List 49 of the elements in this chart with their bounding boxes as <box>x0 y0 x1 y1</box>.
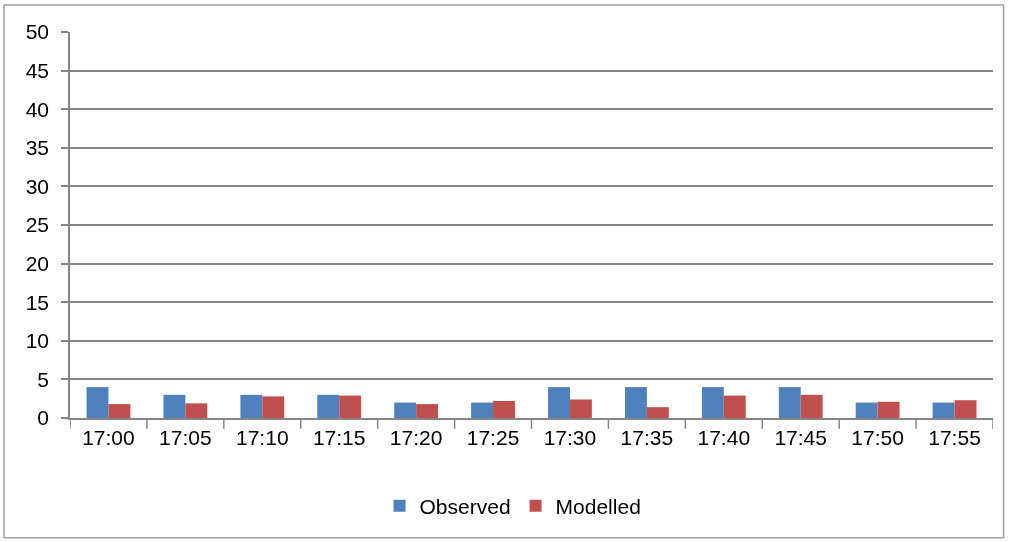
bar <box>240 394 263 418</box>
bar <box>471 402 494 418</box>
bar <box>723 395 746 418</box>
x-tick-label: 17:40 <box>697 425 751 449</box>
bar <box>932 402 955 418</box>
bar <box>778 387 801 418</box>
x-tick-label: 17:20 <box>389 425 443 449</box>
x-tick-label: 17:35 <box>620 425 674 449</box>
x-tick-label: 17:05 <box>159 425 212 449</box>
bar <box>954 400 977 418</box>
y-tick-label: 15 <box>25 290 50 314</box>
y-tick-label: 20 <box>25 251 50 275</box>
y-tick-label: 35 <box>25 136 50 160</box>
y-tick-label: 0 <box>37 406 50 430</box>
x-tick-label: 17:30 <box>543 425 597 449</box>
bar <box>185 403 208 418</box>
bar <box>262 396 285 418</box>
bar <box>624 387 647 418</box>
bar <box>548 387 570 418</box>
x-tick-label: 17:00 <box>82 425 135 449</box>
y-tick-label: 10 <box>25 329 50 353</box>
y-tick-label: 30 <box>25 174 50 198</box>
x-tick-label: 17:45 <box>774 425 827 449</box>
bar <box>701 387 724 418</box>
legend-label: Modelled <box>555 494 641 518</box>
bar <box>855 402 878 418</box>
bar <box>86 387 109 418</box>
bar <box>108 404 131 418</box>
bar <box>877 401 900 418</box>
x-tick-label: 17:50 <box>851 425 904 449</box>
bar <box>163 394 186 418</box>
bar <box>416 404 439 418</box>
y-tick-label: 50 <box>25 20 50 44</box>
bar <box>493 401 515 418</box>
x-tick-label: 17:10 <box>236 425 289 449</box>
y-tick-label: 25 <box>25 213 50 237</box>
bar <box>339 395 362 418</box>
bar <box>800 394 823 418</box>
bar <box>394 402 417 418</box>
bar <box>569 399 592 418</box>
legend-label: Observed <box>419 494 511 518</box>
bar <box>646 407 669 418</box>
bar <box>317 394 340 418</box>
x-tick-label: 17:55 <box>928 425 981 449</box>
y-tick-label: 5 <box>37 367 50 391</box>
y-tick-label: 40 <box>25 97 50 121</box>
y-tick-label: 45 <box>25 58 50 82</box>
x-tick-label: 17:25 <box>466 425 520 449</box>
x-tick-label: 17:15 <box>312 425 366 449</box>
